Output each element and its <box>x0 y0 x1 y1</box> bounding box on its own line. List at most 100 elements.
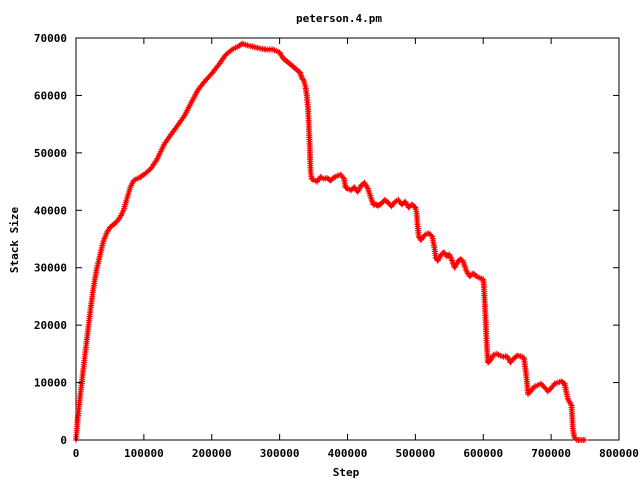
data-point <box>315 180 319 183</box>
data-point <box>278 51 281 54</box>
data-point <box>292 65 295 68</box>
data-point <box>230 48 234 51</box>
data-point <box>336 174 339 177</box>
data-point <box>519 355 522 358</box>
data-point <box>217 63 220 67</box>
data-point <box>91 289 95 292</box>
data-point <box>570 404 573 407</box>
data-point <box>241 42 244 45</box>
data-point <box>356 190 359 194</box>
data-point <box>461 259 465 262</box>
data-point <box>543 386 546 389</box>
data-point <box>366 187 370 190</box>
data-point <box>82 361 86 364</box>
x-tick-label: 500000 <box>396 447 436 460</box>
y-tick-label: 20000 <box>34 319 67 332</box>
data-point <box>285 59 288 63</box>
data-point <box>553 382 556 385</box>
data-point <box>142 173 146 176</box>
data-point <box>583 438 587 442</box>
data-point <box>312 178 315 181</box>
data-point <box>112 223 115 226</box>
data-point <box>359 184 363 187</box>
data-point <box>456 260 459 264</box>
data-point <box>397 198 400 202</box>
data-point <box>580 438 583 442</box>
data-point <box>203 79 207 83</box>
data-point <box>271 48 274 51</box>
data-point <box>573 435 576 439</box>
data-point <box>486 352 489 356</box>
data-point <box>169 133 173 136</box>
y-tick-label: 50000 <box>34 147 67 160</box>
data-point <box>436 259 439 262</box>
x-axis-label: Step <box>333 466 360 479</box>
data-point <box>556 381 560 384</box>
x-tick-label: 200000 <box>192 447 232 460</box>
data-point <box>465 269 468 272</box>
data-point <box>310 177 313 180</box>
data-point <box>468 275 471 278</box>
data-point <box>453 266 456 269</box>
data-point <box>85 338 89 341</box>
data-point <box>484 326 488 330</box>
data-point <box>372 203 375 206</box>
data-point <box>427 232 431 235</box>
data-point <box>156 157 159 160</box>
x-tick-label: 0 <box>73 447 80 460</box>
data-point <box>485 341 488 344</box>
data-point <box>302 79 306 83</box>
data-point <box>407 206 410 209</box>
data-point <box>288 62 291 65</box>
data-point <box>539 382 543 385</box>
y-tick-label: 40000 <box>34 204 67 217</box>
data-point <box>298 71 302 74</box>
data-point <box>410 203 414 206</box>
data-point <box>564 390 568 393</box>
data-point <box>482 286 486 289</box>
data-point <box>98 255 102 258</box>
data-point <box>163 143 166 146</box>
data-point <box>344 186 347 189</box>
data-point <box>575 438 579 442</box>
data-point <box>471 272 475 275</box>
data-point <box>325 176 329 180</box>
data-point <box>309 171 312 175</box>
data-point <box>499 354 502 357</box>
data-point <box>549 387 553 390</box>
data-point <box>80 384 83 387</box>
data-point <box>536 384 539 387</box>
data-point <box>237 44 241 48</box>
data-point <box>349 189 353 192</box>
y-tick-label: 0 <box>60 434 67 447</box>
data-point <box>353 186 356 189</box>
data-point <box>529 390 532 393</box>
x-tick-label: 100000 <box>124 447 164 460</box>
data-point <box>478 276 482 280</box>
data-point <box>307 122 310 126</box>
data-point <box>512 357 515 360</box>
data-point <box>374 203 378 206</box>
data-point <box>108 226 112 229</box>
data-point <box>346 187 349 190</box>
data-point <box>306 108 310 112</box>
y-tick-label: 60000 <box>34 89 67 102</box>
data-point <box>264 48 268 51</box>
data-point <box>281 56 285 60</box>
data-point <box>505 355 509 358</box>
data-point <box>482 278 485 281</box>
data-point <box>329 179 332 182</box>
data-point <box>105 232 108 235</box>
data-point <box>571 427 574 430</box>
data-point <box>135 177 139 180</box>
y-tick-label: 10000 <box>34 377 67 390</box>
data-point <box>560 380 563 383</box>
chart-title: peterson.4.pm <box>296 12 382 25</box>
data-point <box>516 354 519 357</box>
data-point <box>571 415 574 419</box>
data-point <box>139 175 142 179</box>
data-point <box>416 223 419 226</box>
data-point <box>393 200 397 203</box>
